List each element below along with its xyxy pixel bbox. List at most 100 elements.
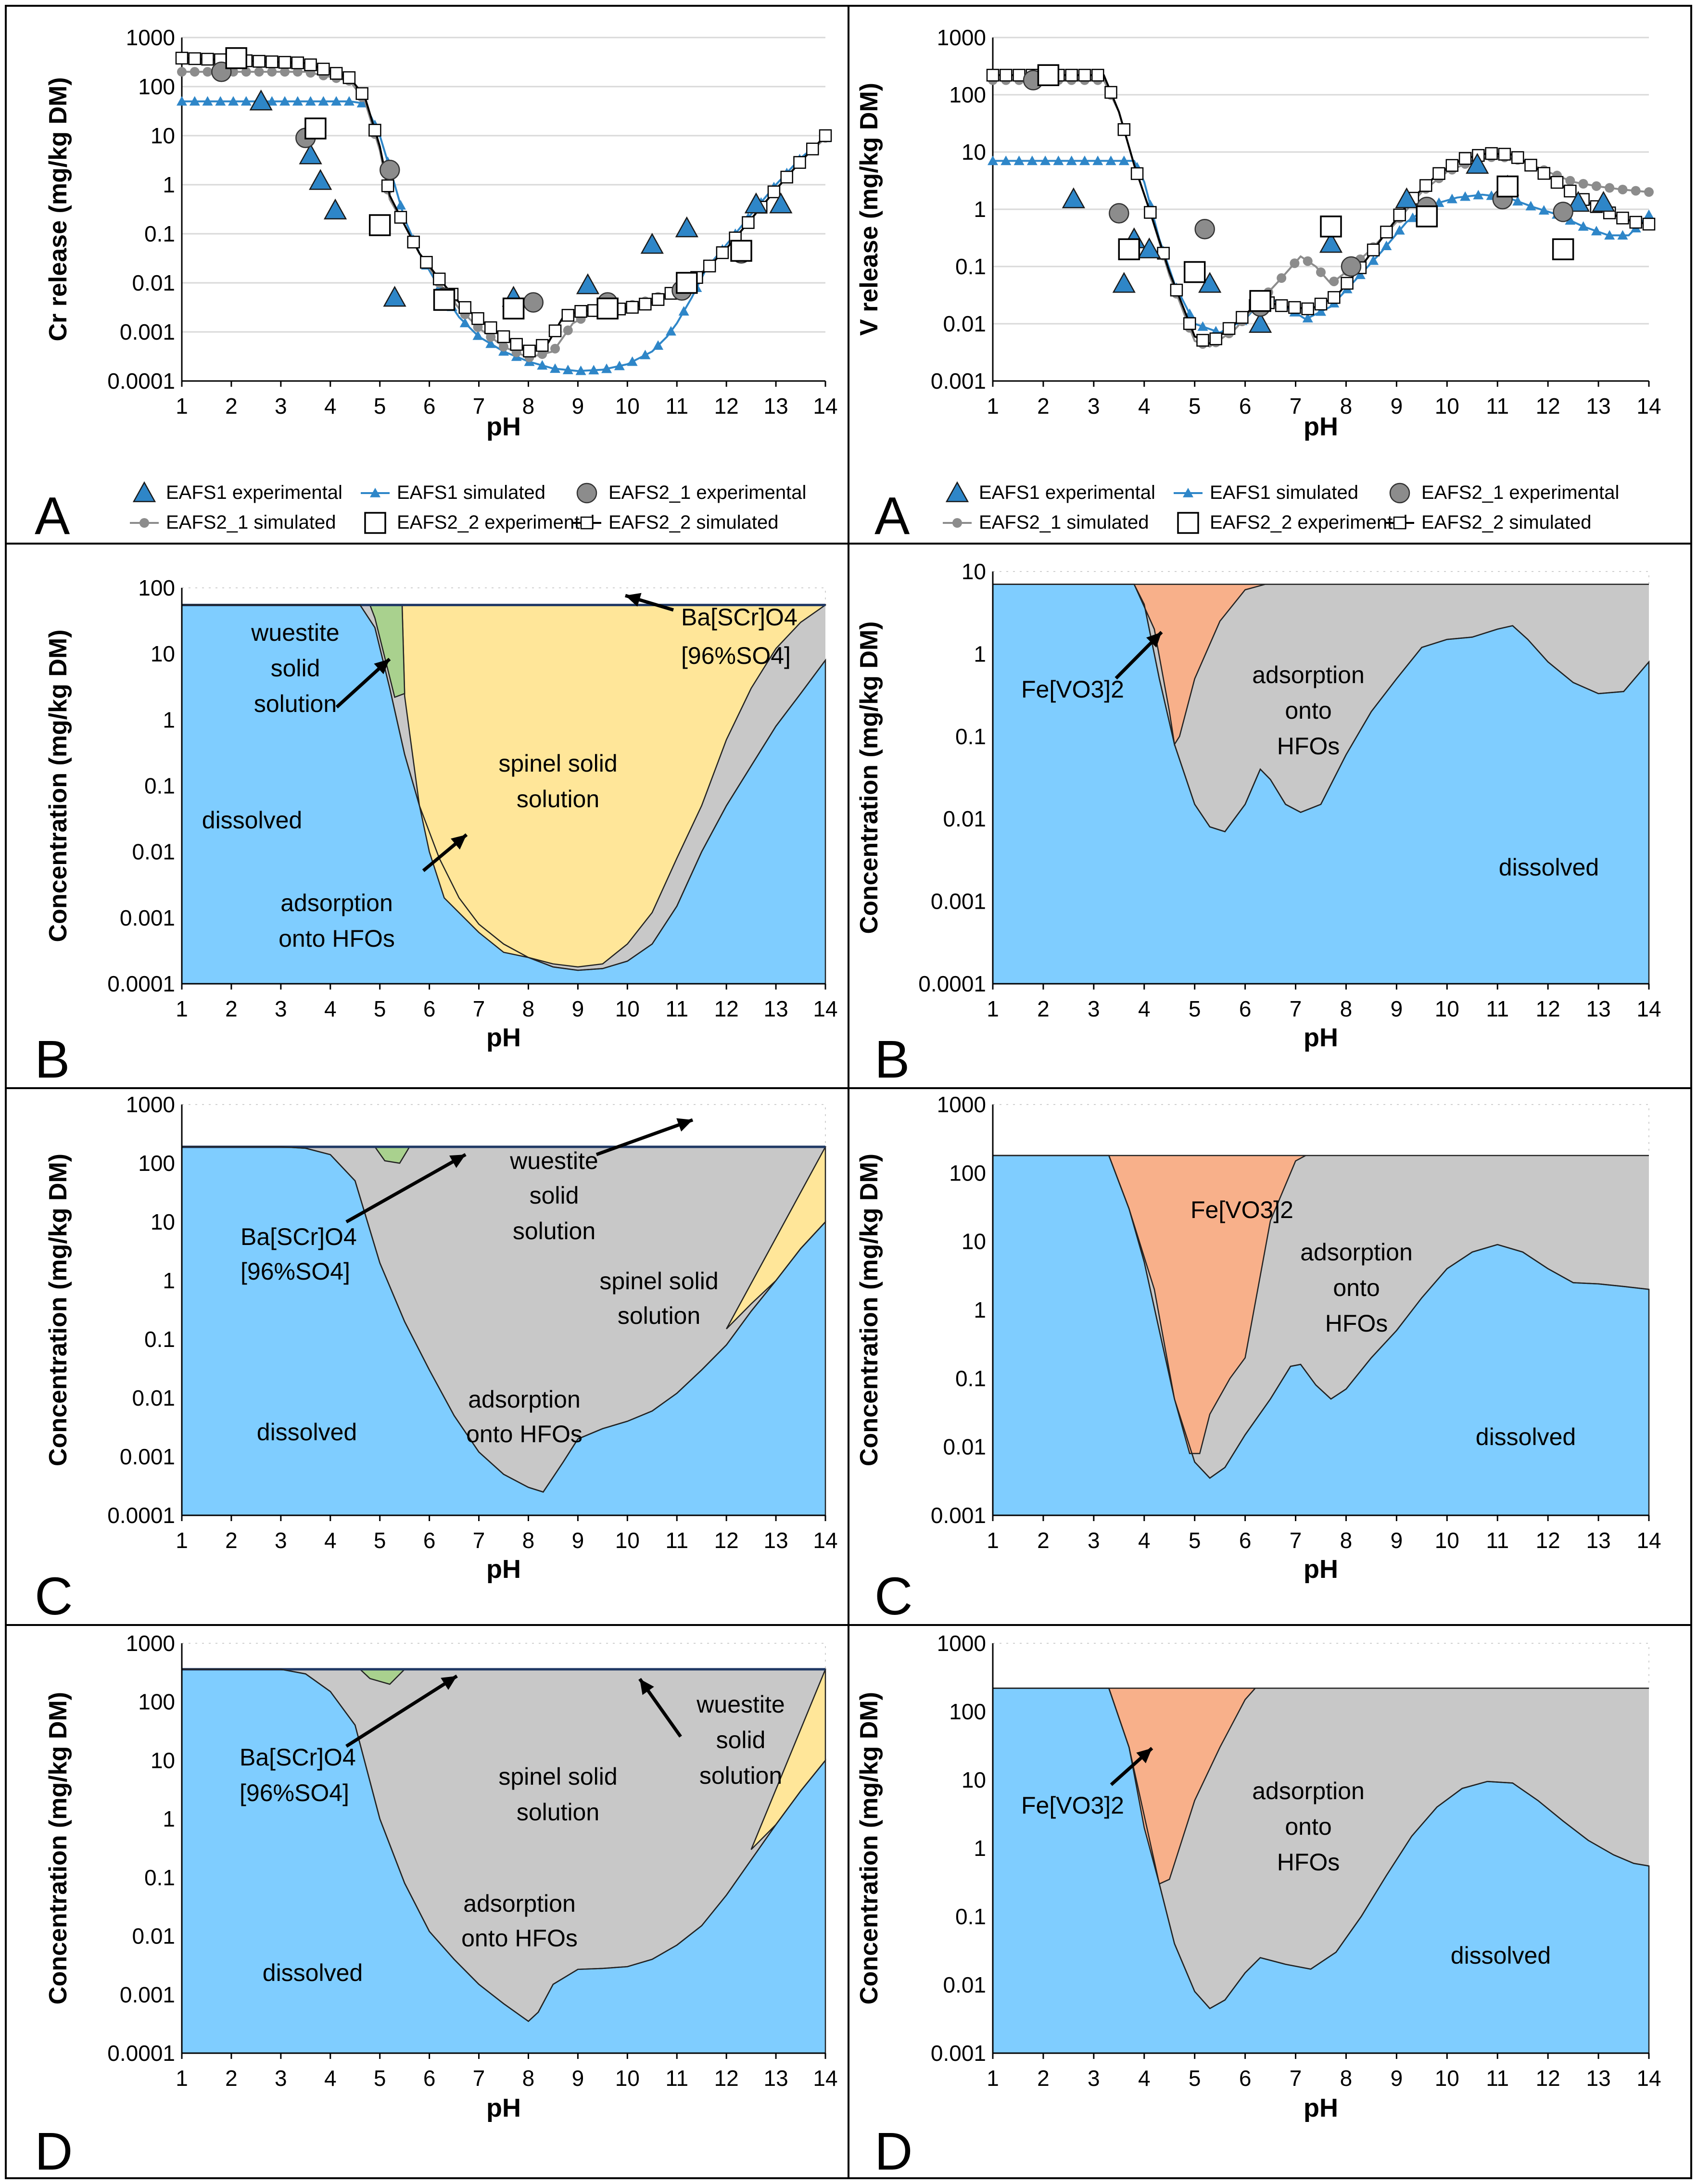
x-tick-label: 5	[374, 1528, 386, 1553]
annotation: Fe[VO3]2	[1021, 676, 1124, 703]
legend-item: EAFS1 simulated	[361, 482, 545, 503]
data-point-triangle	[1473, 190, 1484, 200]
x-tick-label: 14	[1636, 394, 1661, 419]
annotation: dissolved	[1476, 1423, 1576, 1450]
x-tick-label: 8	[1340, 1528, 1353, 1553]
data-point-square	[317, 63, 330, 76]
data-point-circle	[292, 67, 303, 77]
plot-area-top	[992, 1104, 1649, 1156]
data-point-circle	[177, 67, 187, 77]
data-point-square	[1485, 147, 1498, 160]
data-point-circle	[1578, 178, 1588, 189]
data-point-square	[471, 312, 484, 325]
data-point-square	[1183, 317, 1196, 330]
data-point-square	[1552, 238, 1574, 260]
x-tick-label: 8	[1340, 996, 1353, 1021]
legend-item: EAFS2_2 simulated	[572, 512, 779, 533]
data-point-triangle	[177, 96, 187, 106]
legend-item: EAFS2_2 experimental	[364, 512, 595, 534]
arrow-head	[640, 1679, 654, 1695]
x-axis-title: pH	[486, 2094, 521, 2122]
y-tick-label: 0.001	[931, 889, 986, 914]
data-point-square	[1496, 175, 1519, 198]
y-tick-label: 0.1	[955, 1366, 986, 1391]
x-tick-label: 4	[1138, 1528, 1151, 1553]
data-point-square	[806, 142, 819, 155]
data-point-square	[1341, 277, 1354, 290]
x-tick-label: 10	[1435, 1528, 1459, 1553]
y-tick-label: 1000	[937, 25, 986, 50]
data-point-triangle	[575, 365, 586, 375]
x-tick-label: 12	[714, 394, 739, 419]
x-tick-label: 8	[522, 996, 535, 1021]
data-point-square	[1196, 334, 1209, 347]
x-tick-label: 8	[522, 394, 535, 419]
data-point-triangle	[331, 96, 342, 106]
annotation: solution	[517, 786, 599, 813]
annotation: wuestite	[251, 619, 339, 646]
y-tick-label: 0.1	[144, 1865, 175, 1890]
y-tick-label: 100	[949, 1699, 986, 1724]
legend-item: EAFS2_2 simulated	[1385, 512, 1592, 533]
y-tick-label: 1000	[126, 1631, 175, 1656]
data-point-triangle	[653, 340, 664, 350]
y-tick-label: 1000	[937, 1092, 986, 1117]
annotation: onto	[1285, 697, 1331, 724]
x-tick-label: 4	[324, 394, 337, 419]
y-axis-title: Concentration (mg/kg DM)	[855, 1154, 883, 1466]
y-tick-label: 0.001	[120, 905, 175, 930]
annotation: dissolved	[257, 1419, 357, 1446]
arrow-head	[441, 1676, 457, 1690]
legend-label: EAFS2_1 simulated	[979, 512, 1149, 533]
dissolved-boundary	[182, 1146, 826, 1493]
x-tick-label: 5	[1189, 1528, 1201, 1553]
data-point-square	[1288, 301, 1301, 314]
data-point-square	[651, 293, 665, 306]
x-tick-label: 13	[763, 996, 788, 1021]
data-point-triangle	[370, 488, 380, 497]
data-point-square	[329, 67, 343, 80]
data-point-square	[767, 185, 781, 199]
x-tick-label: 6	[423, 2066, 436, 2091]
data-point-triangle	[1105, 155, 1116, 165]
annotation: spinel solid	[498, 750, 617, 777]
data-point-circle	[1644, 187, 1654, 197]
x-tick-label: 7	[1290, 996, 1302, 1021]
data-point-triangle	[1460, 191, 1471, 201]
data-point-triangle	[1592, 190, 1615, 212]
data-point-square	[1367, 243, 1380, 256]
data-point-square	[253, 55, 266, 68]
y-axis-title: Concentration (mg/kg DM)	[855, 1692, 883, 2005]
y-tick-label: 0.0001	[107, 971, 175, 996]
y-tick-label: 10	[151, 1748, 175, 1773]
data-point-triangle	[1355, 269, 1366, 279]
data-point-square	[225, 47, 247, 69]
x-tick-label: 7	[473, 1528, 485, 1553]
data-point-square	[1393, 516, 1406, 530]
annotation: solution	[254, 690, 337, 717]
data-point-square	[742, 216, 755, 229]
x-tick-label: 12	[714, 2066, 739, 2091]
y-tick-label: 10	[151, 641, 175, 666]
data-point-triangle	[356, 98, 367, 108]
x-tick-label: 14	[813, 996, 837, 1021]
x-tick-label: 2	[1037, 2066, 1050, 2091]
data-point-square	[368, 214, 391, 236]
data-point-square	[676, 272, 698, 294]
series-e1exp	[1062, 152, 1615, 333]
data-point-circle	[1591, 181, 1601, 191]
legend-item: EAFS1 experimental	[945, 481, 1155, 503]
x-tick-label: 6	[1239, 1528, 1252, 1553]
data-point-square	[561, 309, 575, 322]
y-tick-label: 0.1	[955, 724, 986, 749]
data-point-triangle	[1394, 225, 1405, 235]
x-tick-label: 4	[1138, 394, 1151, 419]
series-e1exp	[249, 89, 793, 307]
y-tick-label: 100	[138, 575, 175, 600]
data-point-square	[1170, 283, 1183, 297]
panel-label: C	[35, 1567, 73, 1626]
x-tick-label: 13	[763, 394, 788, 419]
data-point-triangle	[189, 96, 200, 106]
